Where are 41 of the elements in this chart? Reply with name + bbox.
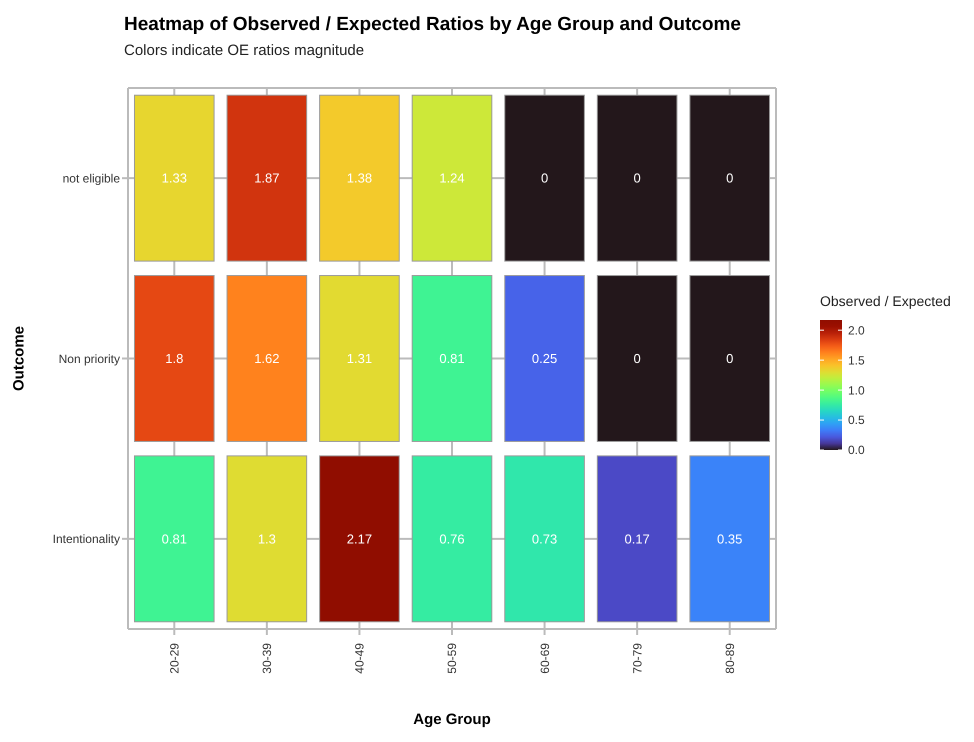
data-label: 1.24 (439, 170, 465, 186)
data-label: 1.87 (254, 170, 280, 186)
x-tick-label: 70-79 (630, 642, 644, 674)
color-bar-label: 2.0 (848, 323, 866, 338)
data-label: 0 (634, 351, 641, 366)
data-label: 0 (634, 170, 641, 186)
y-tick-label: not eligible (62, 171, 120, 186)
data-label: 2.17 (346, 531, 372, 546)
y-tick-label: Intentionality (52, 532, 120, 546)
x-tick-label: 80-89 (722, 642, 737, 674)
chart-title: Heatmap of Observed / Expected Ratios by Age Group and Outcome (124, 14, 741, 36)
y-axis-title: Outcome (10, 326, 28, 392)
data-label: 0.81 (439, 351, 465, 366)
data-label: 1.33 (162, 170, 187, 186)
x-tick-label: 60-69 (538, 642, 552, 674)
color-bar-label: 1.0 (848, 383, 866, 398)
data-label: 1.31 (346, 351, 372, 366)
data-label: 0 (540, 170, 548, 186)
data-label: 0.35 (717, 531, 742, 546)
data-label: 0.25 (532, 351, 558, 366)
x-tick-label: 20-29 (167, 642, 182, 674)
y-tick-label: Non priority (58, 352, 120, 366)
data-label: 0.76 (439, 531, 465, 546)
color-bar-label: 1.5 (848, 353, 866, 368)
chart-subtitle: Colors indicate OE ratios magnitude (124, 42, 364, 59)
data-label: 0 (726, 170, 734, 186)
x-tick-label: 30-39 (260, 642, 274, 674)
color-bar-label: 0.5 (848, 413, 866, 428)
data-label: 1.8 (165, 351, 184, 366)
legend-title: Observed / Expected (820, 293, 951, 309)
x-tick-label: 50-59 (445, 642, 460, 674)
x-axis-title: Age Group (413, 711, 491, 728)
x-tick-label: 40-49 (352, 642, 367, 674)
data-label: 0.81 (162, 531, 187, 546)
data-label: 1.38 (346, 170, 372, 186)
data-label: 1.3 (258, 531, 276, 546)
data-label: 1.62 (254, 351, 280, 366)
data-label: 0 (726, 351, 734, 366)
color-bar-label: 0.0 (848, 443, 866, 458)
data-label: 0.17 (624, 531, 650, 546)
data-label: 0.73 (532, 531, 558, 546)
